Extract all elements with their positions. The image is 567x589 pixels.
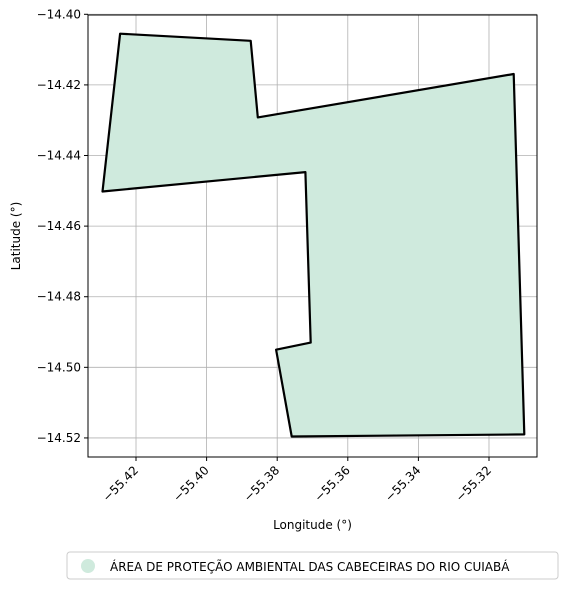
y-tick-label: −14.48 (37, 290, 81, 304)
polygon-layer (101, 32, 526, 438)
y-tick-label: −14.42 (37, 78, 81, 92)
legend-marker (81, 559, 95, 573)
legend-label: ÁREA DE PROTEÇÃO AMBIENTAL DAS CABECEIRA… (110, 559, 510, 574)
y-tick-label: −14.46 (37, 219, 81, 233)
y-axis-ticks: −14.40 −14.42 −14.44 −14.46 −14.48 −14.50 −14.… (37, 7, 88, 445)
legend: ÁREA DE PROTEÇÃO AMBIENTAL DAS CABECEIRA… (66, 551, 559, 580)
y-tick-label: −14.50 (37, 360, 81, 374)
x-axis-label: Longitude (°) (273, 518, 352, 532)
y-tick-label: −14.40 (37, 7, 81, 21)
legend-box (66, 551, 559, 580)
protected-area-polygon (101, 32, 526, 438)
axes-frame (87, 14, 538, 458)
y-tick-label: −14.44 (37, 149, 81, 163)
y-tick-label: −14.52 (37, 431, 81, 445)
y-axis-label: Latitude (°) (9, 202, 23, 271)
